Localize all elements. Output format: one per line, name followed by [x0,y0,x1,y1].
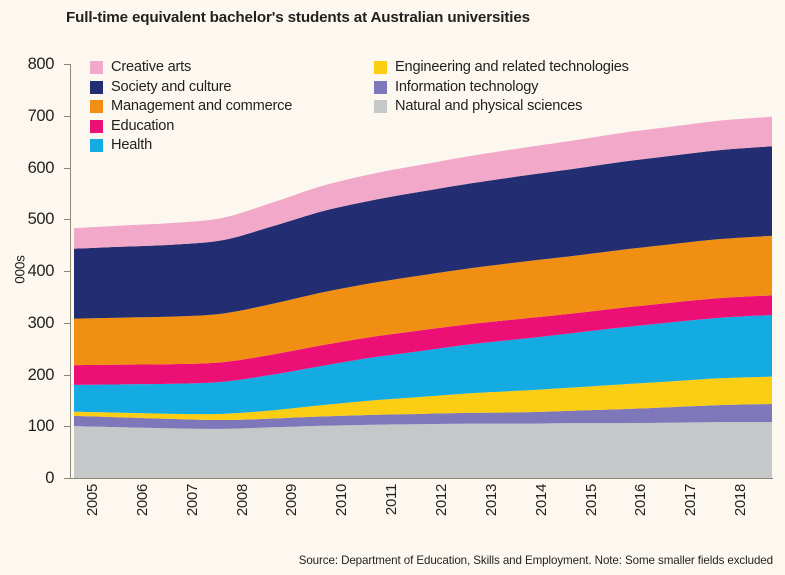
x-tick-label: 2016 [632,484,650,517]
legend-swatch-icon [374,80,387,94]
x-tick-label: 2013 [482,484,500,517]
legend-item-label: Natural and physical sciences [395,98,583,115]
legend-item[interactable]: Management and commerce [90,97,292,117]
area-series-engineering-and-related-technologies [74,376,772,421]
y-tick-mark [64,375,70,376]
legend-item-label: Management and commerce [111,98,293,115]
x-tick-label: 2010 [333,484,351,517]
y-tick-mark [64,426,70,427]
legend-item-label: Engineering and related technologies [395,59,629,76]
area-series-natural-and-physical-sciences [74,422,772,478]
legend-item[interactable]: Education [90,117,292,137]
legend-item[interactable]: Natural and physical sciences [374,97,629,117]
x-tick-label: 2017 [682,484,700,517]
legend-swatch-icon [90,139,103,153]
legend-item[interactable]: Creative arts [90,58,292,78]
legend-item[interactable]: Health [90,136,292,156]
area-series-health [74,314,772,415]
x-tick-label: 2012 [433,484,450,517]
y-tick-mark [64,271,70,272]
y-tick-label: 100 [27,417,55,436]
legend-item[interactable]: Society and culture [90,78,292,98]
x-tick-label: 2018 [732,484,750,517]
legend-swatch-icon [374,61,387,75]
legend-swatch-icon [90,61,103,75]
y-tick-label: 0 [45,469,54,487]
legend-column-secondary: Engineering and related technologies Info… [374,58,629,117]
legend-swatch-icon [90,80,103,94]
area-series-education [74,295,772,385]
legend-item-label: Society and culture [111,78,232,95]
y-tick-mark [64,219,70,220]
x-tick-label: 2014 [532,484,550,517]
area-series-society-and-culture [74,146,772,319]
y-tick-label: 600 [27,158,55,177]
legend-item-label: Creative arts [111,59,192,76]
legend-swatch-icon [90,119,103,133]
legend-item[interactable]: Information technology [374,78,629,98]
area-series-management-and-commerce [74,235,772,366]
x-tick-label: 2006 [133,484,151,517]
legend-item-label: Health [111,137,152,154]
x-tick-label: 2015 [582,484,600,517]
y-axis-line [70,64,72,479]
area-series-information-technology [74,404,772,429]
y-tick-label: 400 [27,262,55,280]
y-tick-label: 800 [27,55,55,73]
y-tick-label: 500 [27,210,55,229]
y-tick-label: 300 [27,313,55,332]
legend-swatch-icon [374,100,387,114]
x-tick-label: 2008 [233,484,251,517]
legend-item-label: Information technology [395,78,539,95]
y-tick-label: 200 [27,365,55,384]
page-title: Full-time equivalent bachelor's students… [66,9,530,26]
source-note: Source: Department of Education, Skills … [298,554,773,567]
x-tick-label: 2007 [183,484,201,517]
legend-swatch-icon [90,100,103,114]
y-tick-label: 700 [27,106,55,125]
legend-column-primary: Creative arts Society and culture Manageme… [90,58,292,156]
legend-item-label: Education [111,117,175,134]
y-tick-mark [64,323,70,324]
x-tick-label: 2011 [383,484,401,516]
x-tick-label: 2009 [283,484,301,517]
x-tick-label: 2005 [84,484,101,517]
x-axis-line [70,478,773,480]
y-tick-mark [64,478,70,479]
legend-item[interactable]: Engineering and related technologies [374,58,629,78]
y-tick-mark [64,116,70,117]
y-tick-mark [64,168,70,169]
y-tick-mark [64,64,70,65]
